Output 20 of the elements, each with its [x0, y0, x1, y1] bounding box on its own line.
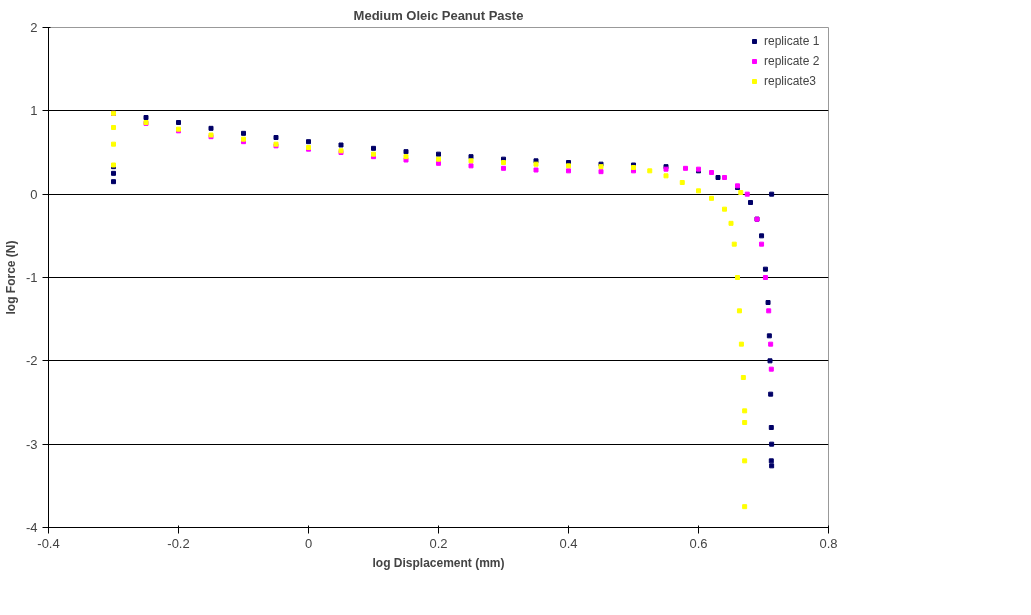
y-tick-label: -3 [25, 436, 38, 452]
x-tick-label: -0.4 [37, 535, 60, 551]
legend-label: replicate 2 [764, 54, 821, 68]
y-tick-label: 1 [30, 103, 38, 119]
x-tick-label: 0.4 [559, 535, 578, 551]
y-tick-label: -4 [25, 520, 38, 535]
x-tick-label: 0 [304, 535, 313, 551]
x-tick-label: 0.8 [819, 535, 838, 551]
x-tick-label: 0.2 [429, 535, 448, 551]
x-tick-label: 0.6 [689, 535, 708, 551]
legend-label: replicate3 [764, 74, 818, 88]
y-tick-label: -2 [25, 353, 38, 369]
legend-label: replicate 1 [764, 34, 821, 48]
x-axis-title: log Displacement (mm) [372, 555, 505, 570]
y-axis-title: log Force (N) [3, 240, 18, 315]
chart-title: Medium Oleic Peanut Paste [353, 7, 524, 23]
y-tick-label: 2 [30, 20, 38, 35]
y-tick-label: -1 [25, 270, 38, 285]
x-tick-label: -0.2 [167, 535, 190, 551]
y-tick-label: 0 [30, 186, 38, 202]
